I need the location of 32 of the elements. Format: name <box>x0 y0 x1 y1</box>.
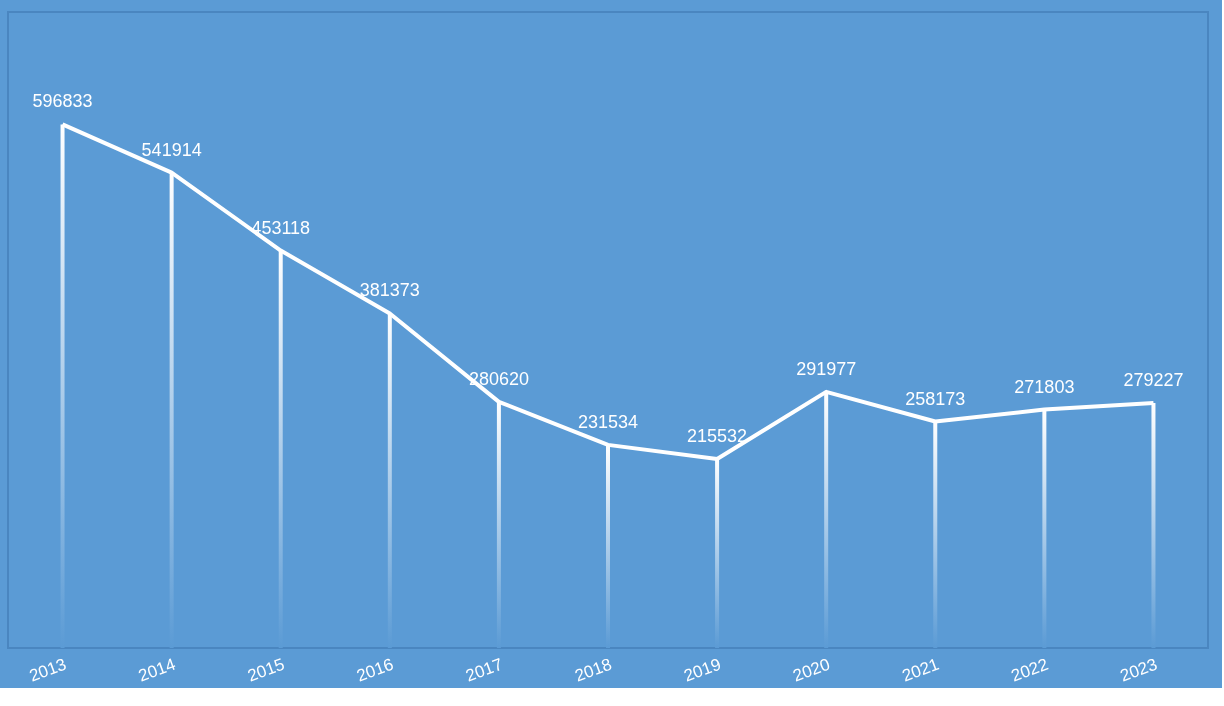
bar <box>1151 403 1156 648</box>
bar <box>387 313 392 648</box>
x-tick-label: 2023 <box>1117 654 1160 686</box>
bar <box>606 444 610 648</box>
bar <box>1042 409 1047 648</box>
x-tick-label: 2017 <box>463 654 506 686</box>
data-label: 453118 <box>251 217 311 238</box>
data-label: 271803 <box>1014 376 1075 397</box>
x-tick-label: 2018 <box>572 654 615 686</box>
data-label: 381373 <box>359 280 420 301</box>
x-tick-label: 2015 <box>245 654 288 686</box>
data-label: 596833 <box>32 91 93 112</box>
bar <box>496 401 501 648</box>
x-tick-label: 2020 <box>790 654 833 686</box>
bar <box>715 458 720 648</box>
x-tick-label: 2014 <box>135 654 178 686</box>
x-tick-label: 2021 <box>899 654 942 686</box>
bar <box>824 391 829 648</box>
data-label: 291977 <box>796 358 857 379</box>
x-tick-label: 2013 <box>26 654 69 686</box>
data-label: 541914 <box>141 139 202 160</box>
x-tick-label: 2019 <box>681 654 724 686</box>
bar <box>933 421 938 648</box>
data-label: 258173 <box>905 388 966 409</box>
bar <box>278 250 283 648</box>
data-label: 279227 <box>1123 370 1184 391</box>
x-tick-label: 2022 <box>1008 654 1051 686</box>
data-label: 215532 <box>687 425 748 446</box>
bar <box>60 124 65 648</box>
x-tick-label: 2016 <box>354 654 397 686</box>
bar <box>169 172 174 648</box>
data-label: 231534 <box>577 411 639 432</box>
